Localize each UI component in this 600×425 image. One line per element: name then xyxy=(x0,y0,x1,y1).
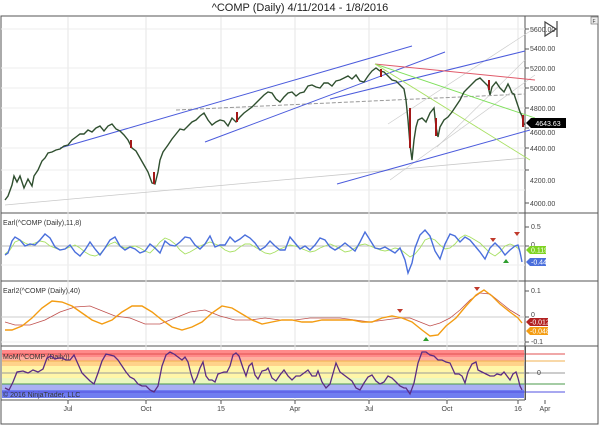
svg-text:4600.00: 4600.00 xyxy=(530,130,555,137)
svg-text:16: 16 xyxy=(514,406,522,413)
svg-text:15: 15 xyxy=(217,406,225,413)
earl-series xyxy=(4,228,523,276)
skip-to-end-button[interactable] xyxy=(544,20,558,38)
vertical-gridlines xyxy=(67,17,519,400)
svg-text:5200.00: 5200.00 xyxy=(530,66,555,73)
sell-marker-icon xyxy=(474,287,480,291)
chart-title: ^COMP (Daily) 4/11/2014 - 1/8/2016 xyxy=(211,2,389,14)
svg-text:0.5: 0.5 xyxy=(531,224,541,231)
price-series xyxy=(4,67,525,201)
svg-text:0.1: 0.1 xyxy=(531,288,541,295)
buy-marker-icon xyxy=(423,337,429,341)
svg-text:4200.00: 4200.00 xyxy=(530,178,555,185)
svg-text:5000.00: 5000.00 xyxy=(530,86,555,93)
earl-panel[interactable]: Earl(^COMP (Daily),11,8) 0.5 0 0.119 -0.… xyxy=(1,220,551,276)
svg-text:5400.00: 5400.00 xyxy=(530,46,555,53)
svg-text:Apr: Apr xyxy=(290,406,302,413)
svg-text:Oct: Oct xyxy=(442,406,453,413)
svg-text:-0.0487: -0.0487 xyxy=(530,329,554,336)
svg-text:0.119: 0.119 xyxy=(531,248,548,255)
sell-marker-icon xyxy=(514,232,520,236)
svg-text:4000.00: 4000.00 xyxy=(530,201,555,208)
svg-text:0: 0 xyxy=(537,370,541,377)
sell-marker-icon xyxy=(490,238,496,242)
price-y-axis: 5600.00 5400.00 5200.00 5000.00 4800.00 … xyxy=(525,27,555,208)
chart-frame xyxy=(0,15,599,425)
earl2-series xyxy=(5,289,523,337)
skip-to-end-icon xyxy=(544,20,558,38)
svg-text:4800.00: 4800.00 xyxy=(530,106,555,113)
copyright-text: © 2016 NinjaTrader, LLC xyxy=(3,391,80,399)
earl2-panel[interactable]: Earl2(^COMP (Daily),40) 0.1 0 -0.1 -0.01… xyxy=(1,287,554,346)
svg-text:-0.442: -0.442 xyxy=(531,260,551,267)
svg-text:Oct: Oct xyxy=(141,406,152,413)
earl-label: Earl(^COMP (Daily),11,8) xyxy=(3,220,81,227)
earl2-label: Earl2(^COMP (Daily),40) xyxy=(3,288,80,295)
mom-label: MoM(^COMP (Daily)) xyxy=(3,354,70,361)
panel-options-icon: F xyxy=(593,19,596,25)
x-axis: Jul Oct 15 Apr Jul Oct 16 Apr xyxy=(64,400,552,413)
svg-text:4643.63: 4643.63 xyxy=(535,121,560,128)
buy-marker-icon xyxy=(503,259,509,263)
svg-text:0: 0 xyxy=(531,242,535,249)
svg-text:Jul: Jul xyxy=(64,406,73,413)
svg-text:Jul: Jul xyxy=(365,406,374,413)
svg-text:4400.00: 4400.00 xyxy=(530,146,555,153)
mom-series xyxy=(4,351,523,396)
svg-text:0: 0 xyxy=(531,312,535,319)
sell-marker-icon xyxy=(397,309,403,313)
svg-text:-0.0127: -0.0127 xyxy=(530,320,554,327)
svg-text:Apr: Apr xyxy=(540,406,552,413)
mom-panel[interactable]: MoM(^COMP (Daily)) 0 © 2016 NinjaTrader,… xyxy=(2,346,565,400)
price-panel[interactable]: 4643.63 xyxy=(4,27,566,206)
last-price-tag: 4643.63 xyxy=(526,118,566,128)
svg-text:5600.00: 5600.00 xyxy=(530,27,555,34)
panel-options-button[interactable]: F xyxy=(590,16,599,25)
svg-text:-0.1: -0.1 xyxy=(531,339,543,346)
